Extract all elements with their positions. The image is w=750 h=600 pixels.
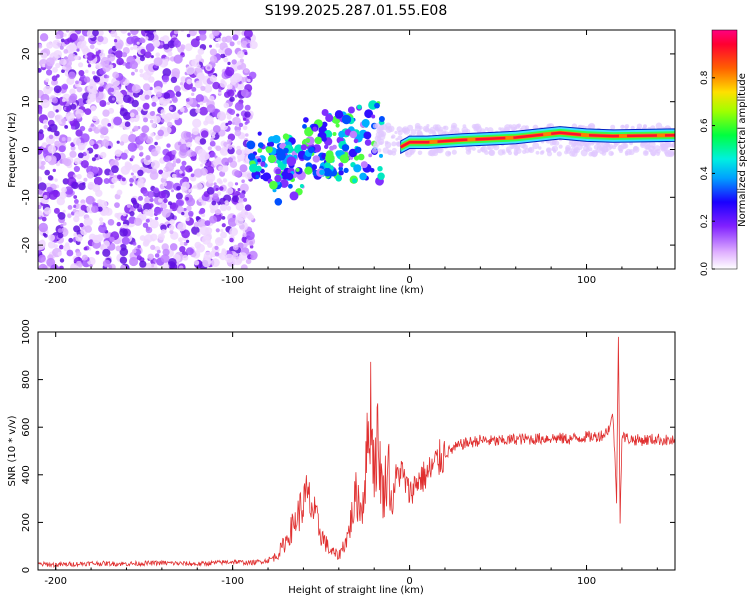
ridge-core	[400, 131, 675, 149]
colorbar-label: Normalized spectral amplitude	[737, 73, 748, 227]
colorbar-tick-label: 0.6	[700, 118, 710, 133]
spectrogram-x-tick-label: 100	[577, 275, 596, 286]
spectrogram-x-tick-label: -100	[221, 275, 244, 286]
spectrogram-x-tick-label: -200	[44, 275, 67, 286]
spectrogram-heatmap	[38, 30, 675, 269]
snr-y-tick-label: 800	[21, 370, 32, 389]
snr-y-tick-label: 1000	[21, 319, 32, 344]
colorbar-tick-label: 0.4	[700, 166, 710, 181]
spectrogram-y-tick-label: -20	[21, 237, 32, 253]
colorbar: 0.0 0.2 0.4 0.6 0.8 Normalized spectral ampl…	[700, 29, 748, 276]
snr-x-tick-label: -200	[44, 576, 67, 587]
colorbar-tick-label: 0.2	[700, 214, 710, 228]
spectrogram-y-tick-label: 10	[21, 95, 32, 108]
snr-line-group	[38, 336, 675, 568]
figure-title: S199.2025.287.01.55.E08	[265, 3, 448, 19]
colorbar-gradient	[711, 29, 738, 270]
noise-speckle	[38, 30, 258, 269]
spectrogram-y-tick-label: 0	[21, 146, 32, 152]
snr-series-line	[38, 336, 675, 568]
signal-blobs	[246, 100, 385, 206]
spectrogram-frame	[37, 29, 676, 270]
colorbar-ticks: 0.0 0.2 0.4 0.6 0.8	[700, 70, 715, 276]
spectrogram-x-axis-label: Height of straight line (km)	[288, 285, 424, 296]
snr-frame	[37, 331, 676, 571]
spectrogram-y-tick-label: -10	[21, 189, 32, 205]
colorbar-tick-label: 0.0	[700, 262, 710, 277]
snr-y-tick-label: 400	[21, 465, 32, 484]
snr-x-tick-label: 0	[406, 576, 412, 587]
snr-y-tick-label: 600	[21, 418, 32, 437]
snr-plot-area	[38, 332, 675, 570]
spectrogram-x-tick-label: 0	[406, 275, 412, 286]
snr-x-tick-label: 100	[577, 576, 596, 587]
snr-y-axis-label: SNR (10 * v/v)	[7, 415, 18, 486]
spectrogram-y-axis-label: Frequency (Hz)	[7, 112, 18, 188]
snr-y-tick-label: 0	[21, 567, 32, 573]
colorbar-tick-label: 0.8	[700, 70, 710, 85]
spectrogram-y-tick-label: 20	[21, 48, 32, 61]
snr-x-axis-label: Height of straight line (km)	[288, 585, 424, 596]
snr-y-tick-label: 200	[21, 513, 32, 532]
snr-x-tick-label: -100	[221, 576, 244, 587]
